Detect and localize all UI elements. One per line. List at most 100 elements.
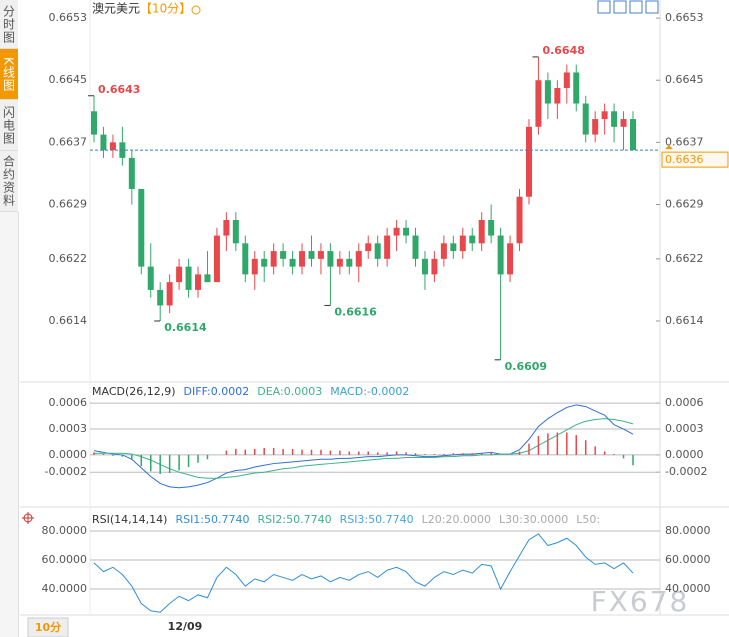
legend-entry: DEA:0.0003 [257, 385, 322, 398]
y-tick-label: 0.6645 [49, 73, 88, 86]
settings-icon[interactable] [191, 5, 201, 15]
y-tick-label-right: 0.0006 [665, 396, 704, 409]
watermark: FX678 [591, 585, 690, 618]
tab[interactable]: 闪电图 [0, 100, 18, 151]
tab[interactable]: 分时图 [0, 0, 18, 49]
annotation: 0.6614 [164, 321, 207, 334]
candle-body [289, 258, 296, 267]
candle-body [497, 235, 504, 275]
legend-entry: MACD(26,12,9) [92, 385, 176, 398]
candle-body [393, 227, 400, 236]
y-tick-label: 40.0000 [42, 582, 88, 595]
candle-body [355, 251, 362, 267]
y-tick-label: 0.6637 [49, 135, 88, 148]
annotation: 0.6616 [334, 305, 377, 318]
candle-body [459, 235, 466, 252]
candle-body [157, 289, 164, 306]
candle-body [620, 119, 627, 127]
candle-body [270, 251, 277, 267]
y-tick-label: 0.6653 [49, 11, 88, 24]
move-left-icon[interactable] [629, 0, 643, 14]
candle-body [185, 266, 192, 290]
candle-body [91, 111, 97, 135]
tab-active[interactable]: K线图 [0, 49, 18, 100]
last-price-label: 0.6636 [665, 153, 704, 166]
candle-body [488, 220, 495, 236]
candle-body [431, 258, 438, 275]
candle-body [213, 235, 220, 283]
annotation: 0.6648 [542, 44, 584, 57]
zoom-out-icon[interactable] [613, 0, 627, 14]
candle-body [346, 258, 353, 267]
sidebar [0, 212, 19, 637]
y-tick-label: 0.0006 [49, 396, 88, 409]
candle-body [525, 126, 532, 197]
period-tab-label: 10分 [35, 620, 61, 634]
candle-body [478, 220, 485, 244]
legend-entry: RSI1:50.7740 [175, 513, 249, 526]
crosshair-icon [22, 512, 34, 524]
candle-body [232, 220, 239, 244]
rsi-line [93, 533, 634, 613]
y-tick-label-right: 0.6622 [665, 252, 704, 265]
candle-body [374, 243, 381, 259]
candle-body [176, 266, 183, 283]
zoom-in-icon[interactable] [597, 0, 611, 14]
tab[interactable]: 合约资料 [0, 151, 18, 212]
candle-body [100, 134, 107, 151]
candle-body [261, 258, 268, 267]
candle-body [242, 243, 249, 275]
y-tick-label: 0.6629 [49, 197, 88, 210]
candle-body [251, 258, 258, 275]
candle-body [544, 80, 551, 104]
annotation: 0.6609 [505, 360, 547, 373]
macd-line [93, 404, 634, 489]
candle-body [128, 157, 135, 189]
candle-body [147, 266, 154, 290]
date-label: 12/09 [168, 620, 203, 633]
candle-body [299, 251, 306, 267]
y-tick-label: 0.6622 [49, 252, 88, 265]
candle-body [204, 274, 211, 283]
candle-body [450, 243, 457, 252]
macd-line [94, 418, 634, 479]
legend-entry: L50: [576, 513, 600, 526]
candle-body [195, 274, 202, 290]
candle-body [336, 258, 343, 267]
y-tick-label: 0.0000 [49, 448, 88, 461]
y-tick-label: -0.0002 [45, 465, 87, 478]
y-tick-label-right: 0.6614 [665, 314, 704, 327]
move-right-icon[interactable] [645, 0, 659, 14]
y-tick-label-right: 0.6637 [665, 135, 704, 148]
candle-body [592, 119, 599, 135]
last-price-arrow [665, 145, 673, 150]
candle-body [109, 142, 116, 151]
candle-body [412, 235, 419, 259]
candle-body [166, 282, 173, 306]
candle-body [365, 243, 372, 252]
last-price-tag [661, 151, 729, 168]
legend-entry: RSI3:50.7740 [340, 513, 414, 526]
candle-body [223, 220, 230, 236]
y-tick-label-right: 0.6645 [665, 73, 704, 86]
candle-body [554, 87, 561, 104]
legend-entry: MACD:-0.0002 [330, 385, 409, 398]
candle-body [469, 235, 476, 244]
candle-body [630, 119, 636, 151]
candle-body [573, 72, 580, 104]
legend-entry: DIFF:0.0002 [184, 385, 250, 398]
y-tick-label-right: 0.0000 [665, 448, 704, 461]
candle-body [421, 258, 428, 275]
legend-entry: RSI2:50.7740 [258, 513, 332, 526]
y-tick-label-right: 0.6629 [665, 197, 704, 210]
y-tick-label: 80.0000 [42, 524, 88, 537]
candle-body [308, 251, 315, 259]
toolbar [597, 0, 659, 14]
legend-entry: L30:30.0000 [499, 513, 568, 526]
y-tick-label-right: 0.6653 [665, 11, 704, 24]
y-tick-label: 60.0000 [42, 553, 88, 566]
period-tab[interactable] [27, 617, 69, 637]
candle-body [440, 243, 447, 259]
y-tick-label-right: 40.0000 [665, 582, 711, 595]
